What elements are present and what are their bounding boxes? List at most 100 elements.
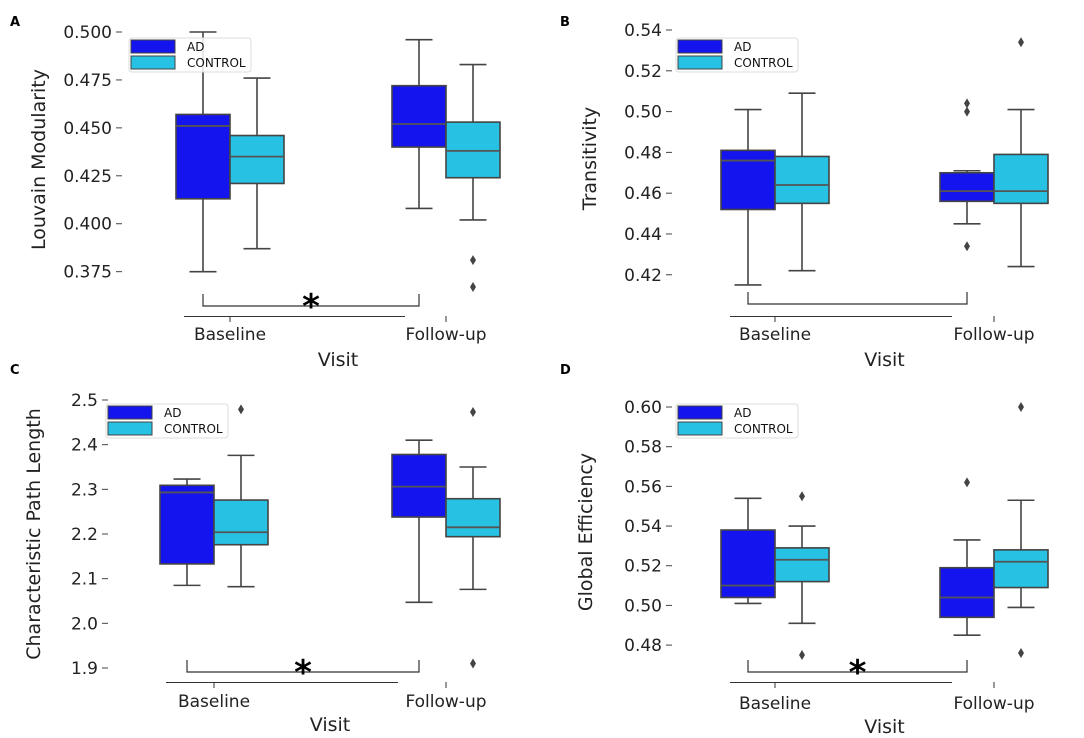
legend-label: AD — [734, 406, 751, 420]
box-ad-baseline — [720, 108, 776, 286]
series-ad — [720, 477, 995, 636]
box-iqr — [939, 171, 995, 203]
legend-swatch — [130, 55, 176, 70]
box-iqr — [774, 547, 830, 583]
y-tick-label: 2.5 — [71, 391, 98, 411]
outlier-point — [799, 650, 805, 661]
y-tick-label: 0.52 — [624, 557, 662, 577]
bracket-line — [186, 660, 420, 673]
box-iqr — [391, 84, 447, 148]
y-tick-label: 0.60 — [624, 398, 662, 418]
y-tick-label: 0.42 — [624, 266, 662, 286]
x-tick-label: Baseline — [739, 325, 811, 345]
y-axis-label: Transitivity — [579, 107, 601, 211]
series-ad — [175, 31, 447, 273]
legend-label: CONTROL — [187, 56, 246, 70]
y-tick-label: 0.52 — [624, 62, 662, 82]
outlier-point — [964, 98, 970, 109]
x-axis-label: Visit — [310, 714, 351, 736]
legend-label: AD — [734, 40, 751, 54]
y-tick-label: 0.44 — [624, 225, 662, 245]
box-iqr — [213, 499, 269, 546]
box-ad-baseline — [159, 478, 215, 587]
box-ad-follow-up — [391, 439, 447, 604]
box-control-baseline — [213, 404, 269, 588]
panel-d: D 0.48 0.50 0.52 0.54 0.56 0.58 0.60 Global Effi… — [560, 363, 1049, 738]
y-axis: 0.42 0.44 0.46 0.48 0.50 0.52 0.54 — [624, 21, 672, 286]
y-tick-label: 0.500 — [63, 23, 112, 43]
x-tick-label: Baseline — [194, 325, 266, 345]
box-iqr — [445, 121, 501, 179]
legend-swatch — [107, 405, 153, 420]
y-tick-label: 0.54 — [624, 517, 662, 537]
x-axis: Baseline Follow-up Visit — [166, 682, 487, 736]
y-axis-label: Global Efficiency — [575, 453, 597, 611]
y-tick-label: 2.3 — [71, 480, 98, 500]
box-control-baseline — [774, 491, 830, 661]
y-tick-label: 0.54 — [624, 21, 662, 41]
x-axis: Baseline Follow-up Visit — [730, 682, 1035, 738]
outlier-point — [470, 407, 476, 418]
box-iqr — [939, 566, 995, 619]
legend: AD CONTROL — [675, 403, 799, 439]
box-control-baseline — [229, 77, 285, 250]
x-axis: Baseline Follow-up Visit — [184, 316, 487, 371]
bracket-line — [202, 294, 420, 307]
y-tick-label: 0.58 — [624, 438, 662, 458]
panel-c: C 1.9 2.0 2.1 2.2 2.3 2.4 2.5 Characteristic Pat… — [10, 363, 501, 736]
series-control — [774, 37, 1049, 272]
outlier-point — [964, 241, 970, 252]
y-tick-label: 0.400 — [63, 215, 112, 235]
outlier-point — [470, 658, 476, 669]
x-tick-label: Follow-up — [953, 694, 1034, 714]
significance-star: * — [302, 287, 320, 327]
legend-swatch — [677, 421, 723, 436]
panel-letter: A — [10, 15, 20, 30]
box-iqr — [229, 134, 285, 185]
y-tick-label: 2.1 — [71, 570, 98, 590]
legend: AD CONTROL — [675, 37, 799, 73]
x-axis: Baseline Follow-up Visit — [730, 316, 1035, 371]
outlier-point — [470, 255, 476, 266]
box-iqr — [774, 155, 830, 205]
box-ad-follow-up — [391, 38, 447, 210]
y-tick-label: 2.2 — [71, 525, 98, 545]
y-tick-label: 0.375 — [63, 263, 112, 283]
y-tick-label: 0.50 — [624, 596, 662, 616]
bracket-line — [747, 660, 968, 673]
y-axis-label: Louvain Modularity — [28, 69, 50, 250]
y-tick-label: 1.9 — [71, 659, 98, 679]
y-tick-label: 0.46 — [624, 184, 662, 204]
box-ad-follow-up — [939, 477, 995, 636]
series-control — [229, 63, 501, 292]
series-control — [774, 402, 1049, 661]
significance-star: * — [849, 653, 867, 693]
outlier-point — [964, 477, 970, 488]
legend-label: AD — [164, 406, 181, 420]
series-ad — [720, 98, 995, 286]
panel-letter: D — [560, 363, 571, 378]
y-axis: 1.9 2.0 2.1 2.2 2.3 2.4 2.5 — [71, 391, 108, 679]
significance-star: * — [294, 653, 312, 693]
legend: AD CONTROL — [105, 403, 229, 439]
bracket-line — [747, 292, 968, 305]
box-iqr — [445, 497, 501, 538]
outlier-point — [470, 282, 476, 292]
box-control-baseline — [774, 92, 830, 272]
box-iqr — [993, 549, 1049, 589]
panel-a: A 0.375 0.400 0.425 0.450 0.475 0.500 Louvain M… — [10, 15, 501, 371]
legend-swatch — [677, 55, 723, 70]
outlier-point — [1018, 37, 1024, 48]
panel-letter: B — [560, 15, 570, 30]
legend: AD CONTROL — [128, 37, 252, 73]
x-axis-label: Visit — [318, 349, 359, 371]
legend-label: CONTROL — [164, 422, 223, 436]
legend-swatch — [107, 421, 153, 436]
legend-label: AD — [187, 40, 204, 54]
series-ad — [159, 439, 447, 604]
legend-swatch — [677, 39, 723, 54]
legend-swatch — [677, 405, 723, 420]
series-control — [213, 404, 501, 669]
significance-bracket: * — [747, 653, 968, 693]
y-tick-label: 2.4 — [71, 436, 98, 456]
